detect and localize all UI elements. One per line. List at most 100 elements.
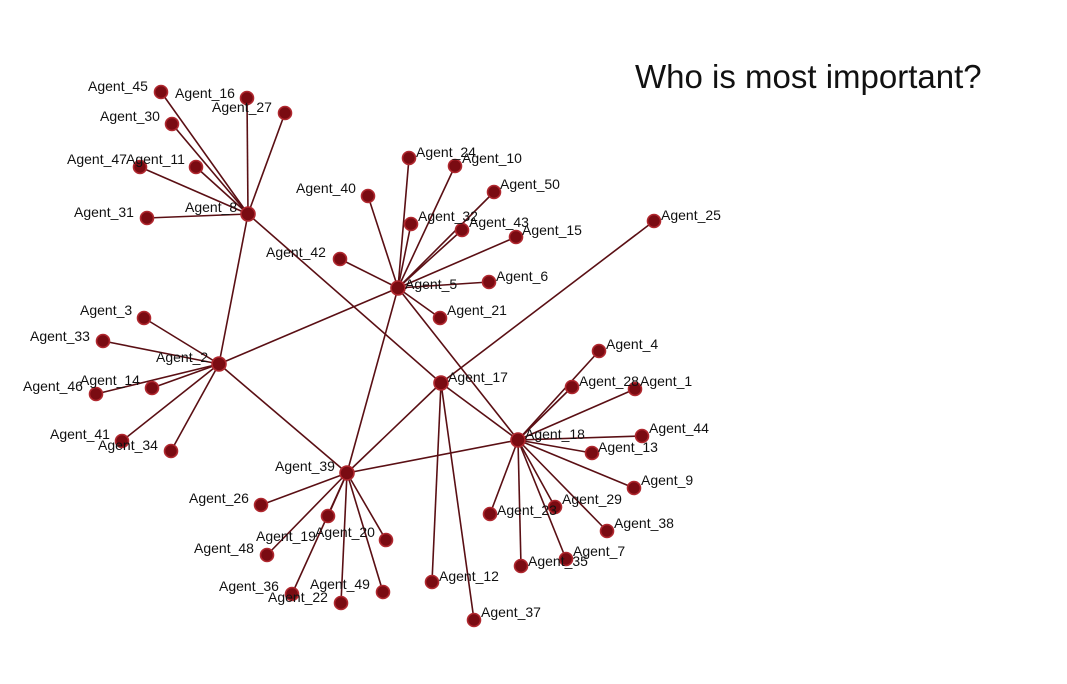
edge-agent-39-agent-48 xyxy=(266,472,348,556)
node-label-agent-2: Agent_2 xyxy=(156,349,208,365)
node-label-agent-10: Agent_10 xyxy=(462,150,522,166)
node-label-agent-7: Agent_7 xyxy=(573,543,625,559)
node-agent-49 xyxy=(375,584,391,600)
node-label-agent-27: Agent_27 xyxy=(212,99,272,115)
node-agent-26 xyxy=(253,497,269,513)
edge-agent-2-agent-46 xyxy=(95,363,220,395)
edge-agent-5-agent-2 xyxy=(218,287,399,365)
node-agent-23 xyxy=(482,506,498,522)
node-label-agent-24: Agent_24 xyxy=(416,144,476,160)
node-agent-13 xyxy=(584,445,600,461)
node-label-agent-32: Agent_32 xyxy=(418,208,478,224)
edge-layer xyxy=(95,91,655,621)
node-agent-2 xyxy=(211,356,227,372)
node-label-agent-46: Agent_46 xyxy=(23,378,83,394)
node-agent-36 xyxy=(284,586,300,602)
node-agent-5 xyxy=(390,280,406,296)
node-label-agent-13: Agent_13 xyxy=(598,439,658,455)
node-agent-24 xyxy=(401,150,417,166)
edge-agent-17-agent-25 xyxy=(440,220,655,384)
edge-agent-5-agent-6 xyxy=(397,281,490,289)
edge-agent-18-agent-9 xyxy=(517,439,635,489)
node-agent-39 xyxy=(339,465,355,481)
node-agent-11 xyxy=(188,159,204,175)
edge-agent-8-agent-11 xyxy=(195,166,249,215)
node-agent-17 xyxy=(433,375,449,391)
edge-agent-39-agent-26 xyxy=(260,472,348,506)
node-label-agent-29: Agent_29 xyxy=(562,491,622,507)
node-label-agent-35: Agent_35 xyxy=(528,553,588,569)
node-label-agent-14: Agent_14 xyxy=(80,372,140,388)
node-agent-41 xyxy=(114,433,130,449)
node-label-agent-3: Agent_3 xyxy=(80,302,132,318)
node-label-agent-16: Agent_16 xyxy=(175,85,235,101)
node-label-agent-26: Agent_26 xyxy=(189,490,249,506)
edge-agent-5-agent-39 xyxy=(346,287,399,474)
edge-agent-17-agent-18 xyxy=(440,382,519,441)
node-label-agent-22: Agent_22 xyxy=(268,589,328,605)
node-label-agent-25: Agent_25 xyxy=(661,207,721,223)
node-agent-20 xyxy=(378,532,394,548)
node-agent-37 xyxy=(466,612,482,628)
node-agent-38 xyxy=(599,523,615,539)
node-agent-40 xyxy=(360,188,376,204)
node-label-agent-1: Agent_1 xyxy=(640,373,692,389)
edge-agent-8-agent-31 xyxy=(146,213,249,219)
node-label-agent-15: Agent_15 xyxy=(522,222,582,238)
node-agent-43 xyxy=(454,222,470,238)
edge-agent-2-agent-33 xyxy=(102,340,220,365)
edge-agent-18-agent-13 xyxy=(517,439,593,454)
node-label-agent-39: Agent_39 xyxy=(275,458,335,474)
node-agent-34 xyxy=(163,443,179,459)
node-agent-6 xyxy=(481,274,497,290)
edge-agent-5-agent-21 xyxy=(397,287,441,319)
node-label-agent-21: Agent_21 xyxy=(447,302,507,318)
node-agent-27 xyxy=(277,105,293,121)
node-agent-4 xyxy=(591,343,607,359)
node-agent-14 xyxy=(144,380,160,396)
edge-agent-2-agent-41 xyxy=(121,363,220,442)
node-label-agent-6: Agent_6 xyxy=(496,268,548,284)
node-agent-21 xyxy=(432,310,448,326)
node-label-agent-18: Agent_18 xyxy=(525,426,585,442)
node-agent-45 xyxy=(153,84,169,100)
node-agent-18 xyxy=(510,432,526,448)
node-label-agent-49: Agent_49 xyxy=(310,576,370,592)
edge-agent-8-agent-45 xyxy=(160,91,249,215)
edge-agent-5-agent-18 xyxy=(397,287,519,441)
edge-agent-39-agent-36 xyxy=(291,472,348,595)
node-layer xyxy=(88,84,662,628)
node-agent-28 xyxy=(564,379,580,395)
node-agent-22 xyxy=(333,595,349,611)
slide-title: Who is most important? xyxy=(635,58,982,95)
edge-agent-18-agent-39 xyxy=(346,439,519,474)
edge-agent-2-agent-3 xyxy=(143,317,220,365)
edge-agent-8-agent-2 xyxy=(218,213,249,365)
node-label-agent-45: Agent_45 xyxy=(88,78,148,94)
node-label-agent-34: Agent_34 xyxy=(98,437,158,453)
edge-agent-5-agent-32 xyxy=(397,223,412,289)
edge-agent-17-agent-37 xyxy=(440,382,475,621)
node-label-agent-41: Agent_41 xyxy=(50,426,110,442)
edge-agent-18-agent-7 xyxy=(517,439,567,560)
node-label-agent-33: Agent_33 xyxy=(30,328,90,344)
node-label-agent-36: Agent_36 xyxy=(219,578,279,594)
node-agent-44 xyxy=(634,428,650,444)
node-label-agent-11: Agent_11 xyxy=(126,151,185,167)
edge-agent-39-agent-20 xyxy=(346,472,387,541)
node-agent-30 xyxy=(164,116,180,132)
node-label-agent-5: Agent_5 xyxy=(405,276,457,292)
edge-agent-8-agent-16 xyxy=(246,97,249,215)
node-label-agent-23: Agent_23 xyxy=(497,502,557,518)
edge-agent-8-agent-27 xyxy=(247,112,286,215)
node-label-agent-48: Agent_48 xyxy=(194,540,254,556)
node-agent-10 xyxy=(447,158,463,174)
edge-agent-5-agent-24 xyxy=(397,157,410,289)
edge-agent-18-agent-29 xyxy=(517,439,556,508)
edge-agent-18-agent-1 xyxy=(517,388,636,441)
edge-agent-18-agent-44 xyxy=(517,435,643,441)
node-label-agent-31: Agent_31 xyxy=(74,204,134,220)
node-agent-31 xyxy=(139,210,155,226)
node-agent-46 xyxy=(88,386,104,402)
edge-agent-18-agent-23 xyxy=(489,439,519,515)
